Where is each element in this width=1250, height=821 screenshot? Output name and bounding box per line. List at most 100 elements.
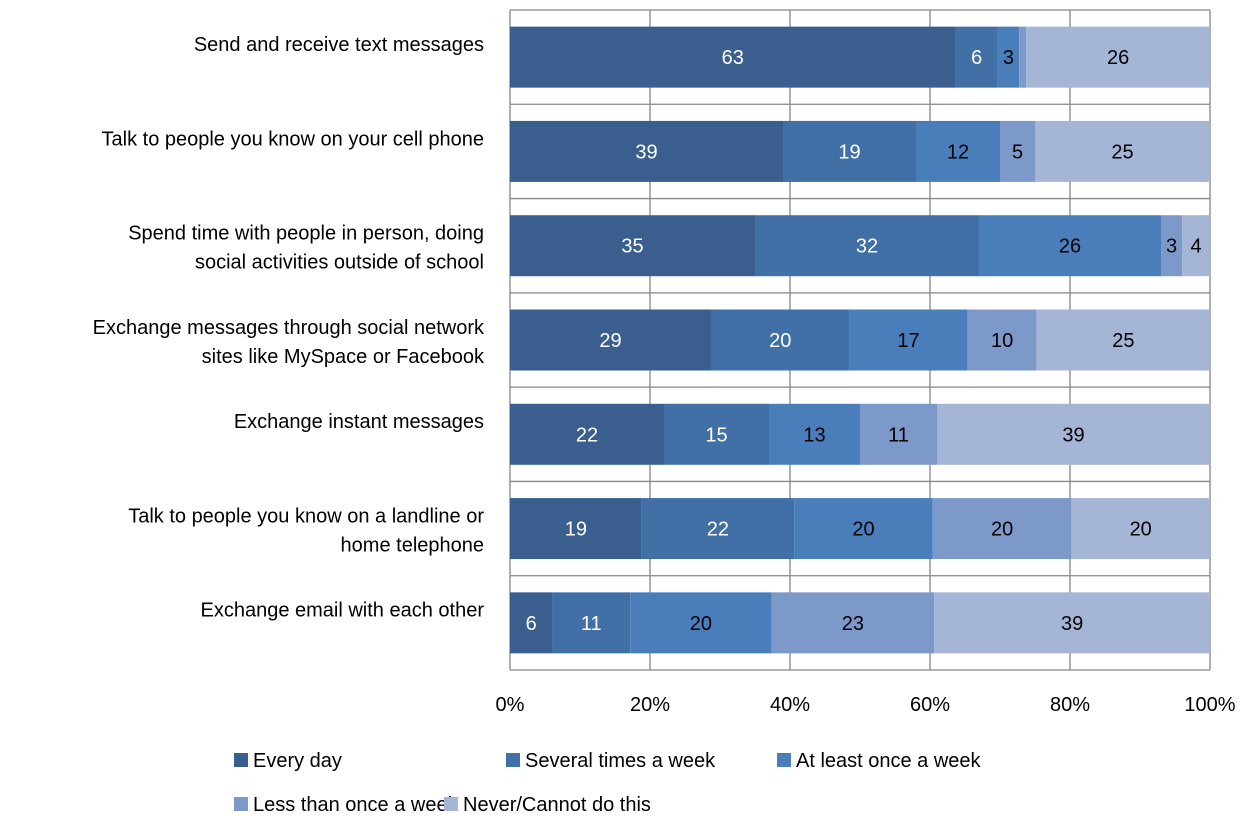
bar-segment [979, 215, 1161, 277]
bar-segment [664, 403, 769, 465]
bar-segment [1182, 215, 1210, 277]
category-label: Spend time with people in person, doing [128, 223, 484, 245]
legend-item: At least once a week [777, 750, 982, 772]
bar-segment [1071, 498, 1210, 560]
data-label: 3 [1003, 47, 1014, 69]
category-label: Talk to people you know on a landline or [128, 505, 484, 527]
bar-segment [860, 403, 937, 465]
legend-swatch [234, 797, 248, 811]
legend-label: Every day [253, 750, 342, 772]
bar-segment [510, 592, 553, 654]
category-labels: Send and receive text messages Talk to pe… [93, 34, 485, 622]
bar-segment [755, 215, 979, 277]
data-label: 3 [1166, 236, 1177, 258]
data-label: 25 [1111, 141, 1133, 163]
legend-swatch [777, 753, 791, 767]
x-tick-label: 40% [770, 694, 810, 716]
data-label: 19 [838, 141, 860, 163]
legend-swatch [444, 797, 458, 811]
data-label: 11 [888, 424, 909, 446]
bar-segment [934, 592, 1210, 654]
category-label: Talk to people you know on your cell pho… [102, 128, 484, 150]
bar-segment [641, 498, 795, 560]
data-label: 6 [971, 47, 982, 69]
data-label: 19 [565, 519, 587, 541]
x-tick-label: 100% [1184, 694, 1235, 716]
data-label: 6 [526, 613, 537, 635]
bar-segment [771, 592, 935, 654]
category-label: Exchange email with each other [201, 600, 485, 622]
category-label: social activities outside of school [195, 252, 484, 274]
legend-item: Every day [234, 750, 342, 772]
data-label: 35 [621, 236, 643, 258]
bar-segment [955, 26, 998, 88]
data-label: 20 [769, 330, 791, 352]
data-label: 39 [1062, 424, 1084, 446]
data-label: 26 [1059, 236, 1081, 258]
x-axis-tick-labels: 0% 20% 40% 60% 80% 100% [496, 694, 1236, 716]
data-label: 20 [991, 519, 1013, 541]
data-label: 11 [581, 613, 602, 635]
legend: Every day Several times a week At least on… [234, 750, 982, 816]
legend-item: Several times a week [506, 750, 716, 772]
data-label: 63 [722, 47, 744, 69]
bar-segment [967, 309, 1037, 371]
data-label: 22 [707, 519, 729, 541]
data-label: 29 [599, 330, 621, 352]
legend-label: Less than once a week [253, 794, 459, 816]
data-label: 39 [1061, 613, 1083, 635]
category-label: Exchange instant messages [234, 411, 484, 433]
bar-segment [794, 498, 933, 560]
category-label: Send and receive text messages [194, 34, 484, 56]
bar-segment [1036, 309, 1210, 371]
data-label: 17 [897, 330, 919, 352]
bar-segment [1161, 215, 1182, 277]
bar-segment [783, 120, 916, 182]
bar-segment [916, 120, 1000, 182]
data-label: 22 [576, 424, 598, 446]
bar-segment [1035, 120, 1210, 182]
data-label: 15 [705, 424, 727, 446]
bar-segment [552, 592, 631, 654]
data-label: 26 [1107, 47, 1129, 69]
bar-segment [1000, 120, 1035, 182]
data-label: 20 [852, 519, 874, 541]
bar-segment [937, 403, 1210, 465]
data-label: 4 [1190, 236, 1201, 258]
category-label: sites like MySpace or Facebook [202, 346, 485, 368]
legend-swatch [506, 753, 520, 767]
bar-segment [849, 309, 968, 371]
x-tick-label: 60% [910, 694, 950, 716]
data-label: 20 [690, 613, 712, 635]
bar-segment [1019, 26, 1027, 88]
bar-segment [510, 403, 664, 465]
bar-segment [932, 498, 1072, 560]
legend-item: Less than once a week [234, 794, 459, 816]
data-label: 13 [803, 424, 825, 446]
data-label: 10 [991, 330, 1013, 352]
data-label: 39 [635, 141, 657, 163]
bar-segment [630, 592, 772, 654]
bar-segment [1026, 26, 1210, 88]
data-label: 32 [856, 236, 878, 258]
data-label: 20 [1130, 519, 1152, 541]
bar-segment [510, 498, 642, 560]
bar-segment [997, 26, 1020, 88]
bar-segment [510, 120, 783, 182]
bar-segment [510, 309, 711, 371]
legend-swatch [234, 753, 248, 767]
data-label: 5 [1012, 141, 1023, 163]
bar-segment [510, 26, 956, 88]
x-tick-label: 20% [630, 694, 670, 716]
category-label: Exchange messages through social network [93, 317, 485, 339]
legend-label: Several times a week [525, 750, 716, 772]
bar-segment [769, 403, 860, 465]
x-tick-label: 0% [496, 694, 525, 716]
bar-segment [510, 215, 755, 277]
x-tick-label: 80% [1050, 694, 1090, 716]
legend-label: Never/Cannot do this [463, 794, 651, 816]
category-label: home telephone [341, 534, 484, 556]
bar-segment [710, 309, 850, 371]
